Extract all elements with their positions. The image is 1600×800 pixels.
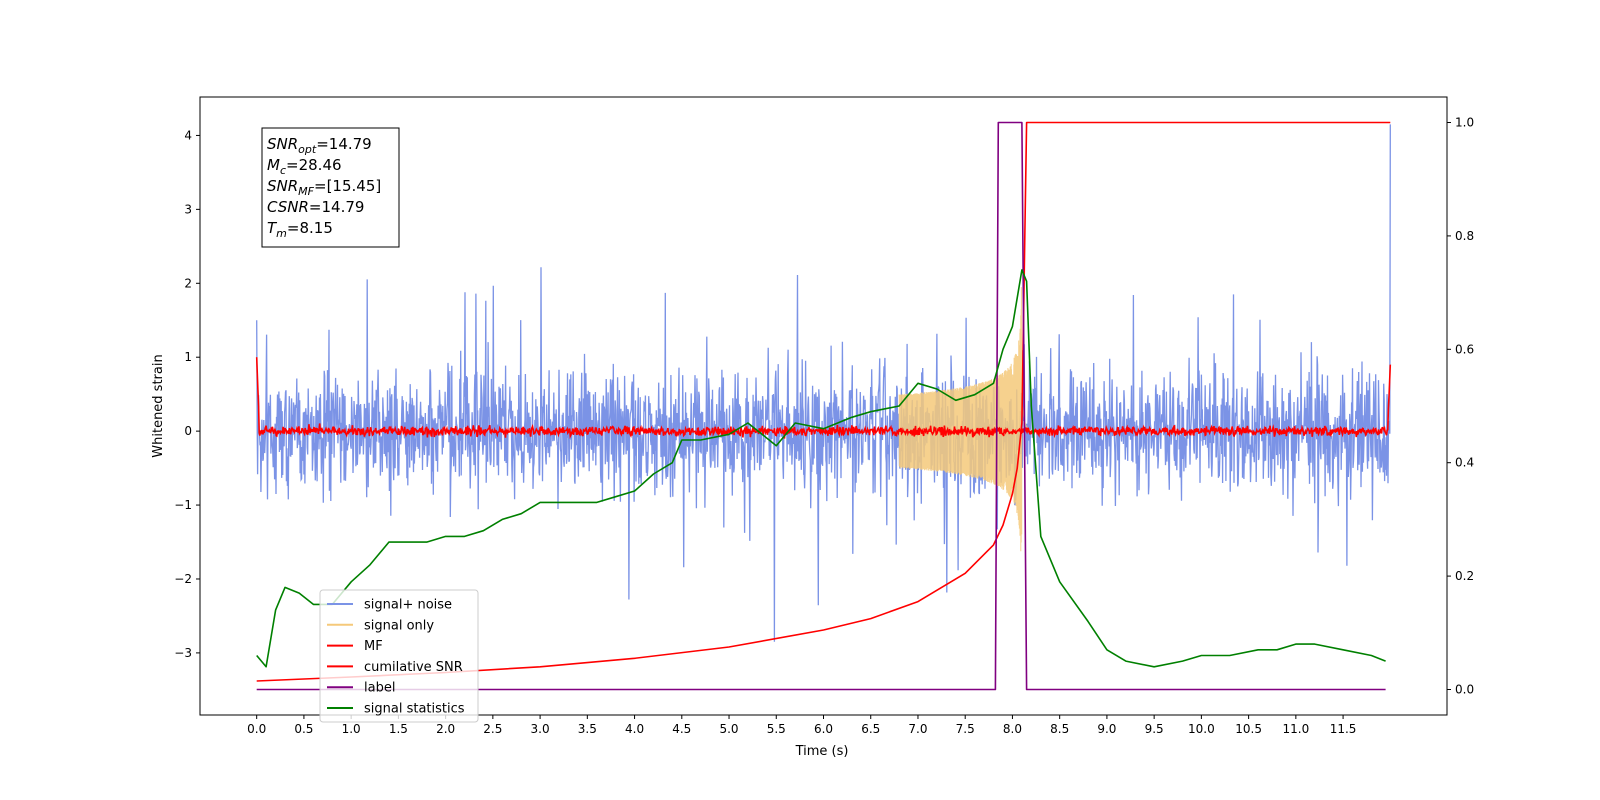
series-signal-noise-line — [256, 124, 1391, 642]
x-tick-label: 9.5 — [1145, 722, 1164, 736]
legend-entry-label: label — [364, 681, 395, 696]
legend-entry-label: MF — [364, 639, 383, 654]
y-tick-label: −3 — [174, 646, 192, 660]
legend-entry-label: cumilative SNR — [364, 660, 463, 675]
y-tick-label: 3 — [184, 202, 192, 216]
x-tick-label: 5.5 — [767, 722, 786, 736]
series-cumilative-snr-line — [256, 121, 1391, 682]
x-tick-label: 0.0 — [247, 722, 266, 736]
annotation-line: Tm=8.15 — [267, 219, 333, 240]
y2-tick-label: 0.8 — [1455, 229, 1474, 243]
x-tick-label: 11.5 — [1330, 722, 1357, 736]
y-tick-label: −1 — [174, 498, 192, 512]
x-tick-label: 1.5 — [389, 722, 408, 736]
x-tick-label: 6.0 — [814, 722, 833, 736]
annotation-line: SNRMF=[15.45] — [267, 177, 381, 198]
x-tick-label: 1.0 — [342, 722, 361, 736]
x-tick-label: 4.0 — [625, 722, 644, 736]
y-tick-label: 2 — [184, 276, 192, 290]
annotation-line: CSNR=14.79 — [267, 198, 364, 216]
legend-entry-label: signal statistics — [364, 702, 465, 717]
series-signal-statistics-line — [256, 269, 1386, 668]
y-tick-label: −2 — [174, 572, 192, 586]
x-tick-label: 8.5 — [1050, 722, 1069, 736]
y-tick-label: 4 — [184, 128, 192, 142]
legend-entry-label: signal only — [364, 618, 434, 633]
x-tick-label: 11.0 — [1282, 722, 1309, 736]
legend-entry-label: signal+ noise — [364, 598, 452, 613]
x-tick-label: 0.5 — [294, 722, 313, 736]
x-tick-label: 10.5 — [1235, 722, 1262, 736]
x-tick-label: 3.5 — [578, 722, 597, 736]
series-label-line — [256, 121, 1386, 691]
annotation-line: Mc=28.46 — [267, 156, 342, 177]
y-tick-label: 1 — [184, 350, 192, 364]
y-tick-label: 0 — [184, 424, 192, 438]
x-tick-label: 9.0 — [1097, 722, 1116, 736]
x-tick-label: 4.5 — [672, 722, 691, 736]
annotation-line: SNRopt=14.79 — [267, 135, 372, 156]
legend: signal+ noise signal only MF cumilative SNR… — [319, 589, 479, 723]
x-tick-label: 10.0 — [1188, 722, 1215, 736]
y-axis-label: Whitened strain — [151, 354, 166, 457]
x-tick-label: 2.5 — [483, 722, 502, 736]
axis-ticks: 0.0 0.5 1.0 1.5 2.0 2.5 3.0 3.5 4.0 4.5 5.0 5.5 6.0 6… — [174, 116, 1474, 736]
plot-area — [255, 121, 1392, 691]
x-tick-label: 7.5 — [956, 722, 975, 736]
legend-frame — [319, 589, 479, 723]
y2-tick-label: 0.0 — [1455, 682, 1474, 696]
x-tick-label: 7.0 — [908, 722, 927, 736]
x-tick-label: 3.0 — [531, 722, 550, 736]
stats-annotation-box: SNRopt=14.79Mc=28.46SNRMF=[15.45]CSNR=14… — [261, 127, 400, 248]
x-tick-label: 5.0 — [719, 722, 738, 736]
x-tick-label: 6.5 — [861, 722, 880, 736]
series-signal-only-line — [898, 287, 1032, 552]
y2-tick-label: 0.2 — [1455, 569, 1474, 583]
x-tick-label: 2.0 — [436, 722, 455, 736]
y2-tick-label: 0.6 — [1455, 342, 1474, 356]
x-tick-label: 8.0 — [1003, 722, 1022, 736]
x-axis-label: Time (s) — [795, 744, 849, 759]
series-mf-line — [255, 357, 1392, 439]
annotation-frame — [261, 127, 400, 248]
y2-tick-label: 0.4 — [1455, 456, 1474, 470]
y2-tick-label: 1.0 — [1455, 116, 1474, 130]
